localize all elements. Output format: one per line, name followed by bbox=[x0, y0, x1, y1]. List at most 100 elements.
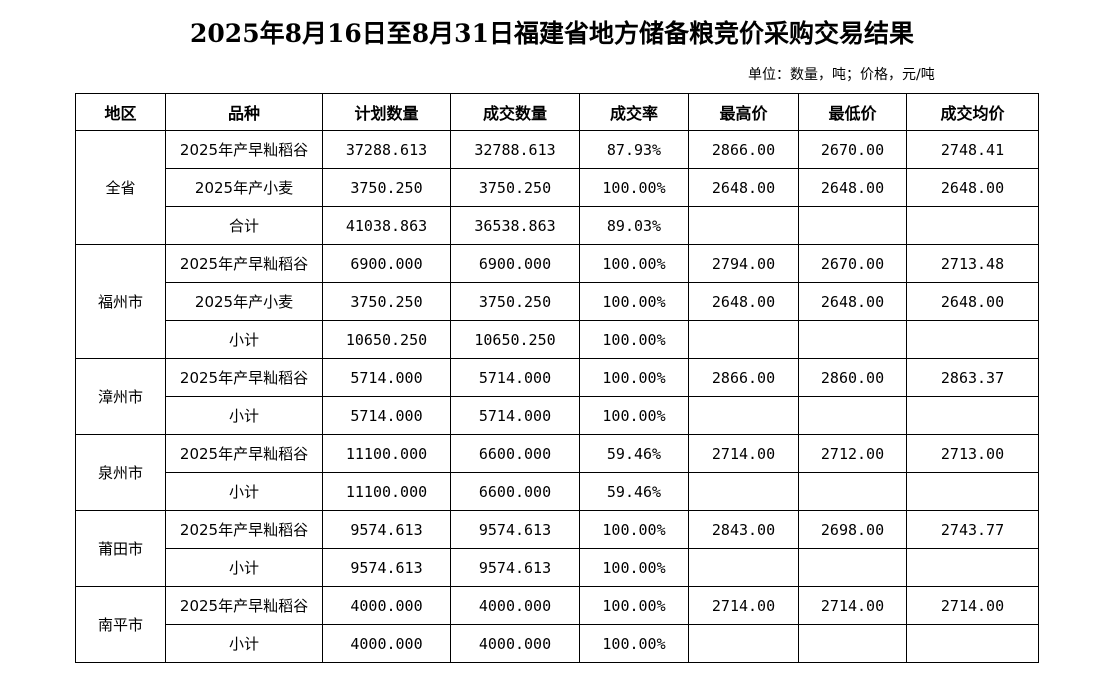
max-cell bbox=[688, 624, 799, 663]
plan-cell: 4000.000 bbox=[322, 624, 451, 663]
header-avg: 成交均价 bbox=[906, 93, 1039, 131]
min-cell: 2712.00 bbox=[798, 434, 907, 473]
rate-cell: 100.00% bbox=[579, 358, 689, 397]
region-cell: 南平市 bbox=[75, 586, 166, 663]
min-cell bbox=[798, 548, 907, 587]
deal-cell: 9574.613 bbox=[450, 510, 580, 549]
table-row: 全省 2025年产早籼稻谷 37288.613 32788.613 87.93% 2866… bbox=[75, 130, 1039, 245]
avg-cell: 2863.37 bbox=[906, 358, 1039, 397]
max-cell bbox=[688, 472, 799, 511]
table-row: 漳州市 2025年产早籼稻谷 5714.000 5714.000 100.00% 2866… bbox=[75, 358, 1039, 435]
plan-cell: 11100.000 bbox=[322, 434, 451, 473]
variety-cell: 2025年产早籼稻谷 bbox=[165, 510, 323, 549]
table-row: 小计 5714.000 5714.000 100.00% bbox=[76, 396, 1039, 435]
header-plan: 计划数量 bbox=[322, 93, 451, 131]
deal-cell: 36538.863 bbox=[450, 206, 580, 245]
avg-cell bbox=[906, 548, 1039, 587]
table-header-row: 地区 品种 计划数量 成交数量 成交率 最高价 最低价 成交均价 bbox=[75, 93, 1039, 131]
deal-cell: 32788.613 bbox=[450, 130, 580, 169]
max-cell bbox=[688, 396, 799, 435]
max-cell: 2648.00 bbox=[688, 168, 799, 207]
avg-cell: 2714.00 bbox=[906, 586, 1039, 625]
plan-cell: 5714.000 bbox=[322, 396, 451, 435]
rate-cell: 100.00% bbox=[579, 586, 689, 625]
avg-cell: 2713.48 bbox=[906, 244, 1039, 283]
avg-cell bbox=[906, 396, 1039, 435]
plan-cell: 9574.613 bbox=[322, 510, 451, 549]
table-row: 2025年产小麦 3750.250 3750.250 100.00% 2648.00 26… bbox=[76, 282, 1039, 321]
header-min: 最低价 bbox=[798, 93, 907, 131]
rate-cell: 87.93% bbox=[579, 130, 689, 169]
deal-cell: 6600.000 bbox=[450, 434, 580, 473]
variety-cell: 2025年产早籼稻谷 bbox=[165, 244, 323, 283]
min-cell bbox=[798, 206, 907, 245]
plan-cell: 9574.613 bbox=[322, 548, 451, 587]
max-cell: 2794.00 bbox=[688, 244, 799, 283]
region-cell: 泉州市 bbox=[75, 434, 166, 511]
deal-cell: 3750.250 bbox=[450, 168, 580, 207]
max-cell: 2714.00 bbox=[688, 586, 799, 625]
plan-cell: 11100.000 bbox=[322, 472, 451, 511]
deal-cell: 5714.000 bbox=[450, 358, 580, 397]
table-row: 小计 11100.000 6600.000 59.46% bbox=[76, 472, 1039, 511]
avg-cell bbox=[906, 206, 1039, 245]
table-row: 南平市 2025年产早籼稻谷 4000.000 4000.000 100.00% 2714… bbox=[75, 586, 1039, 663]
deal-cell: 4000.000 bbox=[450, 586, 580, 625]
max-cell: 2866.00 bbox=[688, 358, 799, 397]
deal-cell: 10650.250 bbox=[450, 320, 580, 359]
avg-cell: 2648.00 bbox=[906, 168, 1039, 207]
rate-cell: 100.00% bbox=[579, 320, 689, 359]
min-cell: 2670.00 bbox=[798, 244, 907, 283]
variety-cell: 2025年产早籼稻谷 bbox=[165, 434, 323, 473]
plan-cell: 6900.000 bbox=[322, 244, 451, 283]
plan-cell: 5714.000 bbox=[322, 358, 451, 397]
max-cell: 2843.00 bbox=[688, 510, 799, 549]
variety-cell: 小计 bbox=[165, 548, 323, 587]
min-cell bbox=[798, 320, 907, 359]
table-row: 泉州市 2025年产早籼稻谷 11100.000 6600.000 59.46% 2714… bbox=[75, 434, 1039, 511]
deal-cell: 3750.250 bbox=[450, 282, 580, 321]
table-row: 小计 9574.613 9574.613 100.00% bbox=[76, 548, 1039, 587]
variety-cell: 合计 bbox=[165, 206, 323, 245]
variety-cell: 2025年产早籼稻谷 bbox=[165, 358, 323, 397]
rate-cell: 100.00% bbox=[579, 624, 689, 663]
header-max: 最高价 bbox=[688, 93, 799, 131]
max-cell bbox=[688, 548, 799, 587]
header-region: 地区 bbox=[75, 93, 166, 131]
min-cell: 2648.00 bbox=[798, 168, 907, 207]
min-cell: 2714.00 bbox=[798, 586, 907, 625]
variety-cell: 2025年产早籼稻谷 bbox=[165, 130, 323, 169]
max-cell: 2866.00 bbox=[688, 130, 799, 169]
min-cell bbox=[798, 396, 907, 435]
table-row: 合计 41038.863 36538.863 89.03% bbox=[76, 206, 1039, 245]
region-cell: 全省 bbox=[75, 130, 166, 245]
header-variety: 品种 bbox=[165, 93, 323, 131]
avg-cell bbox=[906, 472, 1039, 511]
header-deal: 成交数量 bbox=[450, 93, 580, 131]
region-cell: 福州市 bbox=[75, 244, 166, 359]
deal-cell: 4000.000 bbox=[450, 624, 580, 663]
unit-note: 单位：数量，吨；价格，元/吨 bbox=[748, 67, 935, 83]
rate-cell: 100.00% bbox=[579, 282, 689, 321]
avg-cell: 2743.77 bbox=[906, 510, 1039, 549]
rate-cell: 100.00% bbox=[579, 396, 689, 435]
rate-cell: 59.46% bbox=[579, 434, 689, 473]
variety-cell: 2025年产小麦 bbox=[165, 282, 323, 321]
variety-cell: 小计 bbox=[165, 320, 323, 359]
table-row: 小计 10650.250 10650.250 100.00% bbox=[76, 320, 1039, 359]
plan-cell: 4000.000 bbox=[322, 586, 451, 625]
avg-cell bbox=[906, 320, 1039, 359]
table-row: 福州市 2025年产早籼稻谷 6900.000 6900.000 100.00% 2794… bbox=[75, 244, 1039, 359]
plan-cell: 10650.250 bbox=[322, 320, 451, 359]
plan-cell: 41038.863 bbox=[322, 206, 451, 245]
min-cell: 2698.00 bbox=[798, 510, 907, 549]
rate-cell: 100.00% bbox=[579, 168, 689, 207]
rate-cell: 100.00% bbox=[579, 548, 689, 587]
min-cell: 2670.00 bbox=[798, 130, 907, 169]
min-cell: 2860.00 bbox=[798, 358, 907, 397]
avg-cell bbox=[906, 624, 1039, 663]
deal-cell: 9574.613 bbox=[450, 548, 580, 587]
results-table: 地区 品种 计划数量 成交数量 成交率 最高价 最低价 成交均价 全省 2025年… bbox=[75, 93, 1039, 663]
region-cell: 莆田市 bbox=[75, 510, 166, 587]
rate-cell: 100.00% bbox=[579, 244, 689, 283]
